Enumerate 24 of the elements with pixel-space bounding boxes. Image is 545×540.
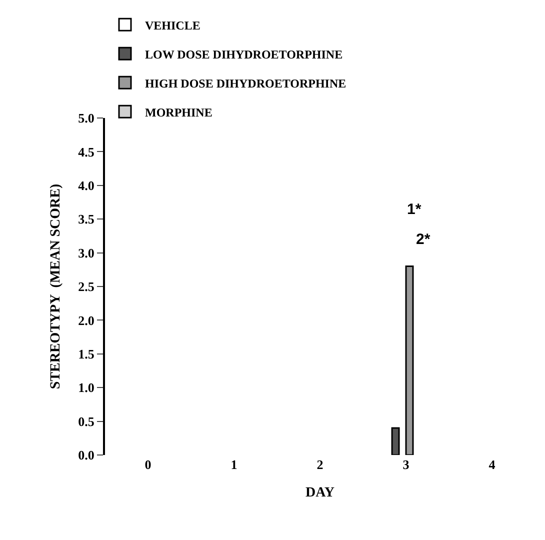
annotation: 1* xyxy=(407,201,422,218)
y-tick-label: 1.0 xyxy=(78,380,94,396)
x-tick-label: 0 xyxy=(144,457,152,472)
legend-label: HIGH DOSE DIHYDROETORPHINE xyxy=(145,76,346,90)
y-tick-label: 5.0 xyxy=(78,110,94,126)
y-tick-label: 0.0 xyxy=(78,448,94,463)
y-tick-label: 3.0 xyxy=(78,245,94,260)
x-tick-label: 4 xyxy=(488,457,496,472)
x-tick-label: 1 xyxy=(230,457,238,472)
y-tick-label: 0.5 xyxy=(78,414,95,429)
y-tick-label: 4.0 xyxy=(78,178,94,193)
legend-label: MORPHINE xyxy=(145,105,212,120)
legend-label: VEHICLE xyxy=(145,18,200,32)
y-tick-label: 2.0 xyxy=(78,312,94,328)
y-tick-label: 2.5 xyxy=(78,279,95,294)
legend-label: LOW DOSE DIHYDROETORPHINE xyxy=(145,47,343,62)
annotation: 2* xyxy=(416,231,430,248)
y-axis-title: STEREOTYPY (MEAN SCORE) xyxy=(48,184,64,390)
y-tick-label: 3.5 xyxy=(78,212,95,227)
x-axis-title: DAY xyxy=(305,485,335,500)
x-tick-label: 2 xyxy=(316,457,324,472)
x-tick-label: 3 xyxy=(402,457,410,472)
y-tick-label: 4.5 xyxy=(78,144,95,160)
y-tick-label: 1.5 xyxy=(78,346,95,362)
